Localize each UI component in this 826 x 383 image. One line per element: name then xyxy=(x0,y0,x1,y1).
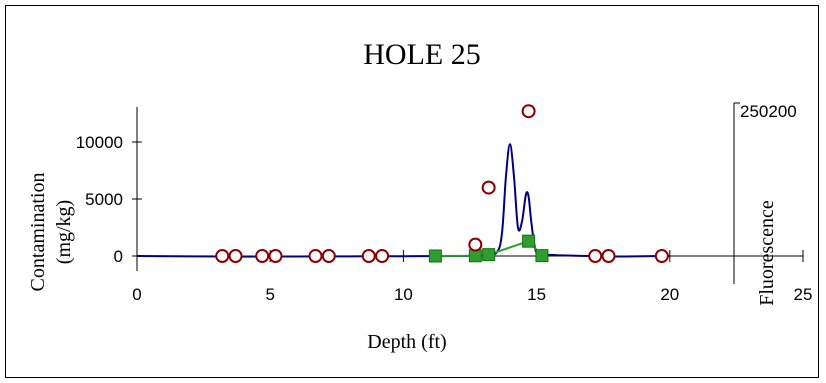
x-tick-label: 10 xyxy=(394,285,413,304)
x-tick-label: 15 xyxy=(527,285,546,304)
series-layer xyxy=(136,104,670,263)
fluorescence-line xyxy=(136,143,670,258)
circle-marker xyxy=(268,249,283,263)
circle-marker xyxy=(654,249,669,263)
square-marker xyxy=(428,249,442,263)
circle-marker xyxy=(521,104,536,119)
circle-marker xyxy=(375,249,390,263)
y-axis-label-line2: (mg/kg) xyxy=(53,200,75,264)
x-tick-label: 0 xyxy=(132,285,141,304)
y-tick-label: 0 xyxy=(114,247,123,266)
circle-marker xyxy=(468,237,483,252)
axes: 0 5000 10000 0 5 10 15 20 25 xyxy=(76,102,813,304)
y-tick-label: 10000 xyxy=(76,133,123,152)
chart-frame: HOLE 25 0 5000 10000 0 5 10 15 20 25 Depth (ft) … xyxy=(5,5,819,378)
chart-title: HOLE 25 xyxy=(363,38,480,71)
y-axis-label-line1: Contamination xyxy=(27,173,49,292)
circle-marker xyxy=(308,249,323,263)
square-marker xyxy=(535,249,549,263)
x-tick-label: 25 xyxy=(794,285,813,304)
square-marker xyxy=(482,248,496,262)
x-tick-label: 5 xyxy=(265,285,274,304)
y2-top-tick-label: 250200 xyxy=(740,102,797,121)
square-marker xyxy=(522,234,536,248)
circle-marker xyxy=(601,249,616,263)
circle-marker xyxy=(321,249,336,263)
circle-marker xyxy=(588,249,603,263)
circle-marker xyxy=(255,249,270,263)
y-tick-label: 5000 xyxy=(85,190,123,209)
y2-axis-label: Fluorescence xyxy=(756,200,778,306)
circle-marker xyxy=(361,249,376,263)
circle-marker xyxy=(228,249,243,263)
circle-marker xyxy=(215,249,230,263)
circle-marker xyxy=(481,180,496,195)
x-tick-label: 20 xyxy=(660,285,679,304)
x-axis-label: Depth (ft) xyxy=(367,331,446,353)
